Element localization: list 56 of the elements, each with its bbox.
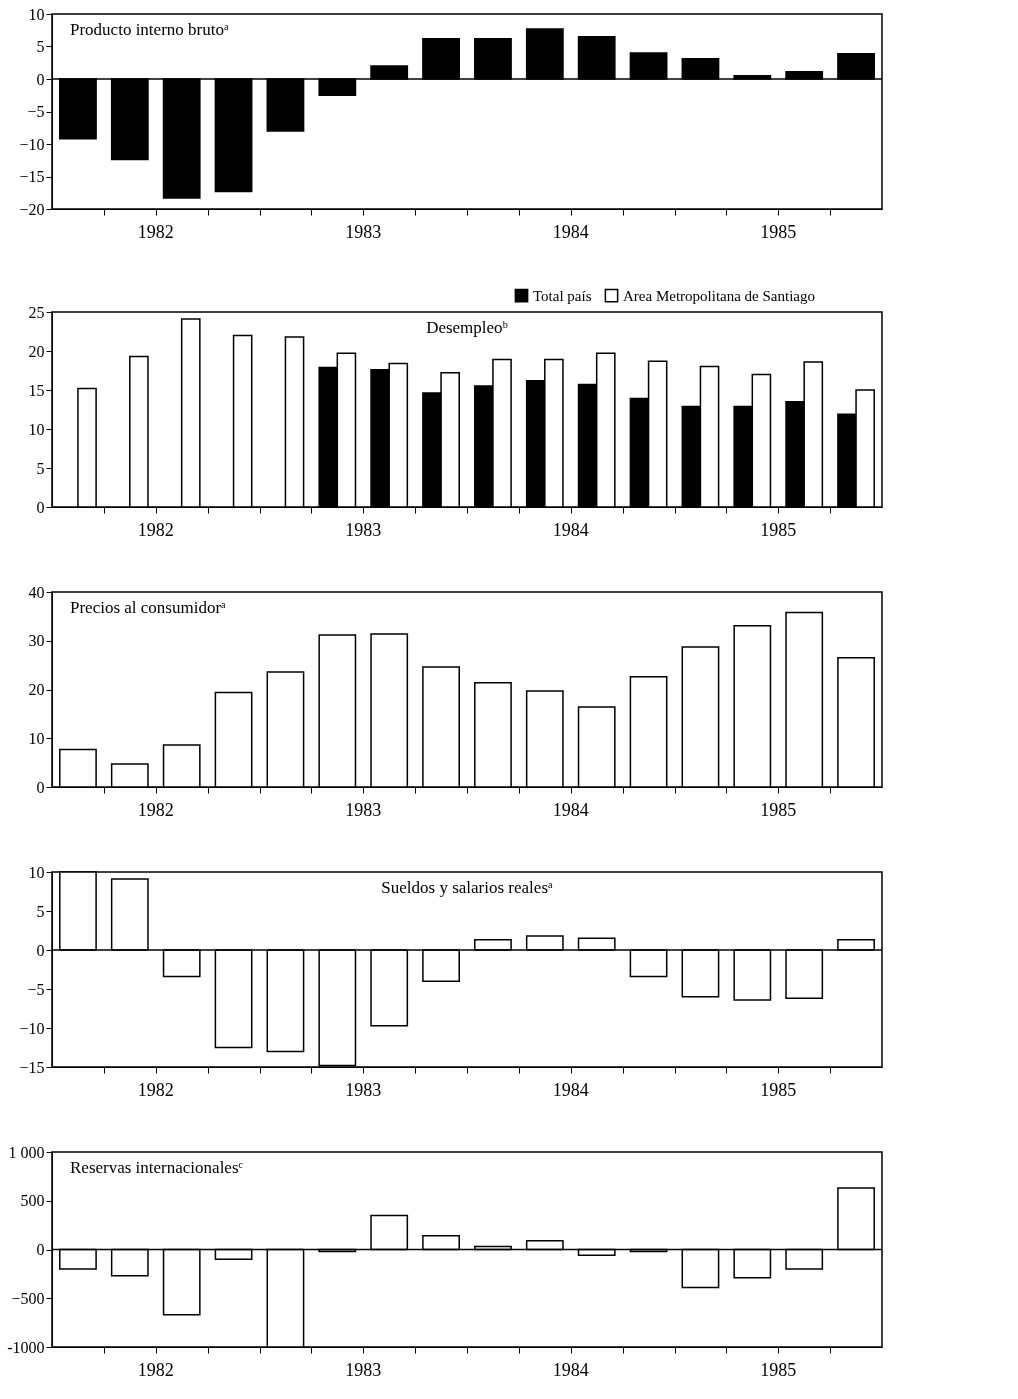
- text: 1985: [760, 1360, 797, 1380]
- chart-title: Desempleoᵇ: [426, 318, 508, 337]
- y-tick-label: 5: [36, 459, 45, 477]
- y-tick-label: −500: [11, 1289, 45, 1307]
- y-tick-label: −15: [19, 168, 45, 185]
- y-tick-label: −5: [27, 103, 45, 120]
- text: 1985: [760, 222, 797, 242]
- text: 1984: [552, 1360, 589, 1380]
- text: 1982: [137, 800, 174, 820]
- y-tick-label: 0: [36, 498, 45, 516]
- legend-label: Area Metropolitana de Santiago: [623, 287, 816, 304]
- text: 1982: [137, 1080, 174, 1100]
- chart-title: Producto interno brutoᵃ: [70, 20, 229, 39]
- text: 1984: [552, 520, 589, 540]
- y-tick-label: 5: [36, 902, 45, 920]
- y-tick-label: 0: [36, 70, 45, 88]
- y-tick-label: −10: [19, 1019, 45, 1037]
- y-tick-label: 10: [28, 729, 45, 747]
- text: 1982: [137, 222, 174, 242]
- y-tick-label: 5: [36, 38, 45, 55]
- chart-title: Precios al consumidorᵃ: [70, 598, 227, 617]
- legend-label: Total país: [533, 287, 592, 304]
- y-tick-label: −20: [19, 200, 45, 218]
- y-tick-label: 25: [28, 303, 45, 321]
- y-tick-label: 15: [28, 381, 45, 399]
- text: 1983: [345, 1360, 382, 1380]
- y-tick-label: 0: [36, 1241, 45, 1258]
- y-tick-label: 10: [28, 420, 45, 438]
- y-tick-label: 10: [28, 863, 45, 881]
- y-tick-label: −15: [19, 1058, 45, 1076]
- chart-title: Sueldos y salarios realesᵃ: [381, 878, 553, 897]
- text: 1984: [552, 1080, 589, 1100]
- text: 1985: [760, 520, 797, 540]
- text: 1983: [345, 1080, 382, 1100]
- y-tick-label: 20: [28, 681, 45, 698]
- text: 1985: [760, 800, 797, 820]
- text: 1983: [345, 800, 382, 820]
- text: 1984: [552, 222, 589, 242]
- text: 1985: [760, 1080, 797, 1100]
- y-tick-label: 10: [28, 5, 45, 23]
- y-tick-label: 0: [36, 941, 45, 959]
- y-tick-label: −10: [19, 135, 45, 153]
- text: 1984: [552, 800, 589, 820]
- y-tick-label: 20: [28, 342, 45, 360]
- text: 1982: [137, 520, 174, 540]
- y-tick-label: -1000: [7, 1338, 45, 1356]
- y-tick-label: 0: [36, 778, 45, 796]
- y-tick-label: 500: [20, 1192, 45, 1210]
- y-tick-label: 40: [28, 583, 45, 601]
- text: 1983: [345, 222, 382, 242]
- y-tick-label: 1 000: [8, 1143, 45, 1161]
- y-tick-label: 30: [28, 632, 45, 650]
- y-tick-label: −5: [27, 980, 45, 998]
- text: 1983: [345, 520, 382, 540]
- text: 1982: [137, 1360, 174, 1380]
- chart-title: Reservas internacionalesᶜ: [70, 1158, 244, 1177]
